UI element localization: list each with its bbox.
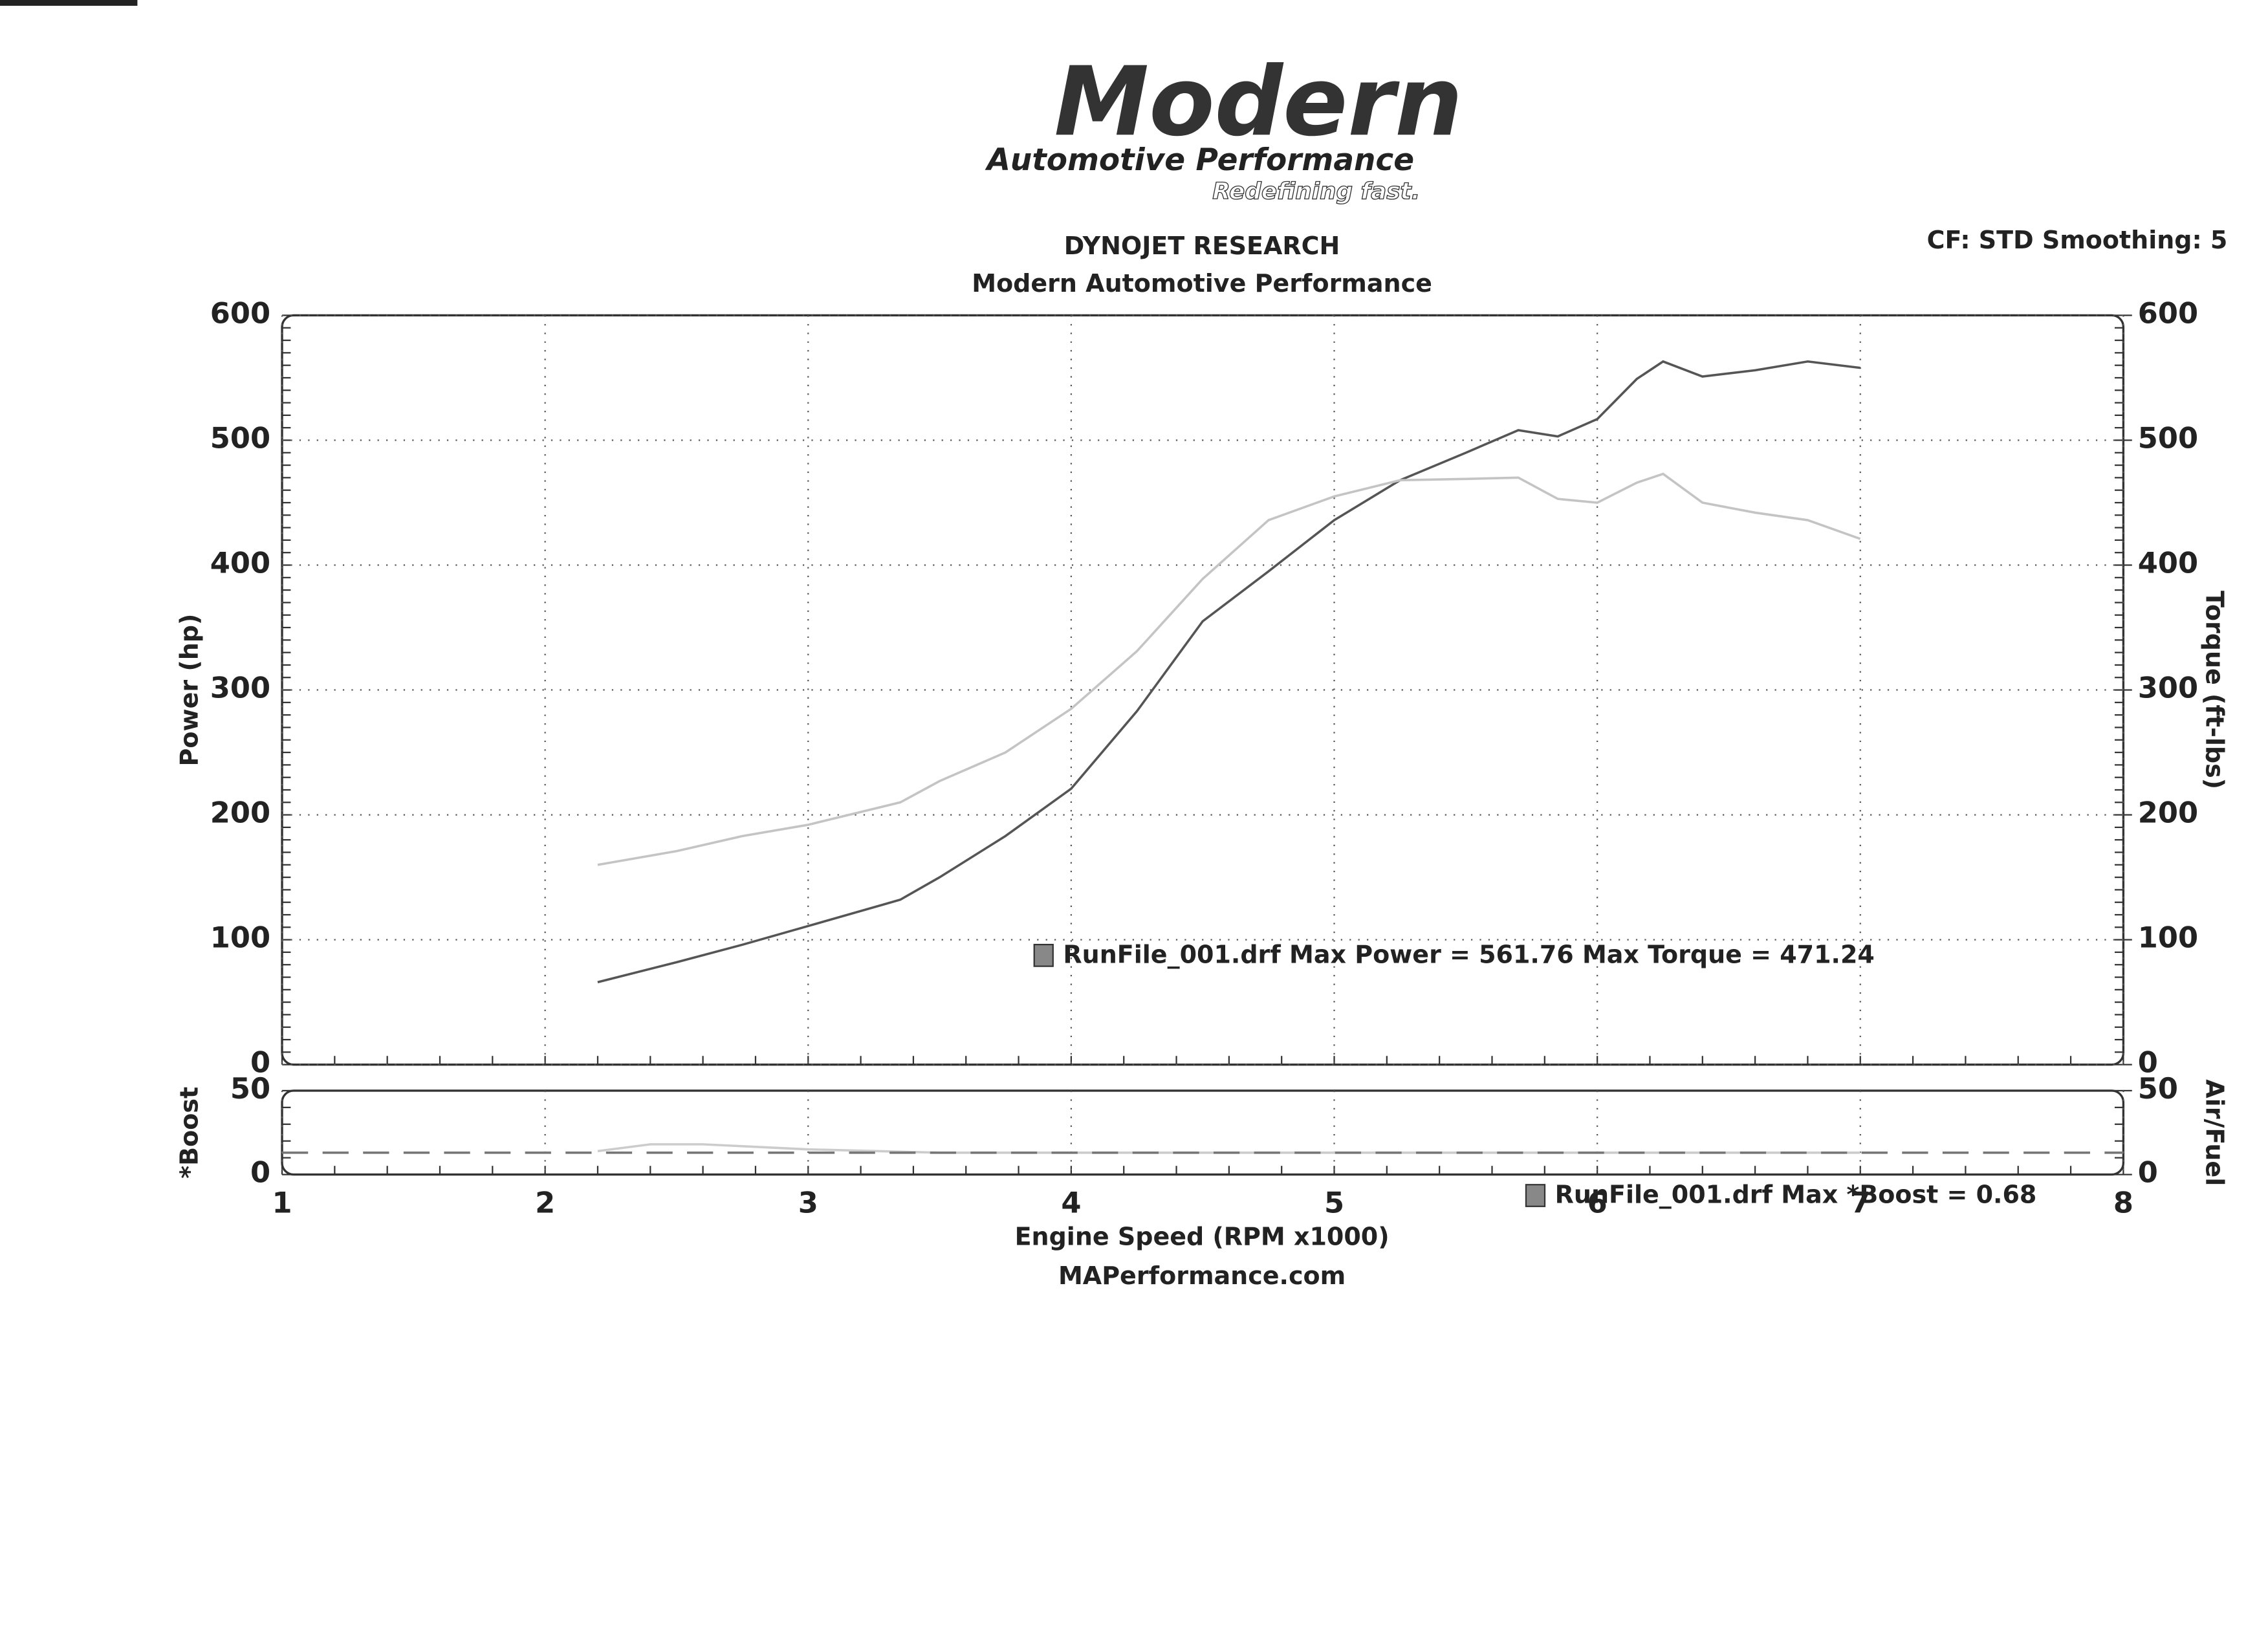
x-tick-label: 6 bbox=[1587, 1186, 1608, 1220]
y2-tick-label: 0 bbox=[2138, 1155, 2158, 1190]
series-line bbox=[597, 472, 1861, 866]
x-axis-label: Engine Speed (RPM x1000) bbox=[1015, 1222, 1390, 1250]
x-tick-label: 4 bbox=[1061, 1186, 1081, 1220]
chart-subtitle: Modern Automotive Performance bbox=[972, 269, 1432, 298]
y-tick-label: 600 bbox=[210, 296, 270, 330]
y-tick-label: 200 bbox=[210, 796, 270, 830]
plot-frame bbox=[281, 1089, 2125, 1176]
footer: MAPerformance.com bbox=[1058, 1261, 1346, 1290]
y2-tick-label: 300 bbox=[2138, 671, 2198, 705]
settings: CF: STD Smoothing: 5 bbox=[1927, 226, 2228, 254]
x-tick-label: 7 bbox=[1850, 1186, 1870, 1220]
series-line bbox=[597, 360, 1860, 983]
logo-tagline: Redefining fast. bbox=[1212, 178, 1420, 204]
y2-tick-label: 200 bbox=[2138, 796, 2198, 830]
y-tick-label: 0 bbox=[250, 1155, 270, 1190]
x-tick-label: 2 bbox=[535, 1186, 555, 1220]
logo-name: Modern bbox=[1054, 46, 1463, 157]
y-axis-label: Power (hp) bbox=[175, 614, 204, 767]
y2-tick-label: 50 bbox=[2138, 1071, 2178, 1106]
logo: Modern Automotive Performance Redefining… bbox=[985, 46, 1463, 205]
logo-line: Automotive Performance bbox=[985, 142, 1414, 178]
y2-tick-label: 0 bbox=[2138, 1045, 2158, 1080]
y-axis-label: *Boost bbox=[175, 1087, 204, 1179]
legend-swatch bbox=[1033, 943, 1054, 967]
x-tick-label: 5 bbox=[1324, 1186, 1344, 1220]
series-line bbox=[597, 1143, 1860, 1154]
y-tick-label: 400 bbox=[210, 546, 270, 580]
annotation: RunFile_001.drf Max Power = 561.76 Max T… bbox=[1063, 940, 1874, 968]
x-tick-label: 1 bbox=[272, 1186, 292, 1220]
y2-axis-label: Air/Fuel bbox=[2201, 1079, 2229, 1186]
y-tick-label: 300 bbox=[210, 671, 270, 705]
y2-tick-label: 600 bbox=[2138, 296, 2198, 330]
y-tick-label: 500 bbox=[210, 420, 270, 455]
y2-tick-label: 500 bbox=[2138, 420, 2198, 455]
annotation: RunFile_001.drf Max *Boost = 0.68 bbox=[1555, 1181, 2037, 1209]
y-tick-label: 0 bbox=[250, 1045, 270, 1080]
x-tick-label: 3 bbox=[798, 1186, 818, 1220]
y2-tick-label: 100 bbox=[2138, 921, 2198, 955]
x-tick-label: 8 bbox=[2113, 1186, 2133, 1220]
y2-tick-label: 400 bbox=[2138, 546, 2198, 580]
legend-swatch bbox=[1525, 1184, 1546, 1207]
y-tick-label: 50 bbox=[230, 1071, 270, 1106]
y2-axis-label: Torque (ft-lbs) bbox=[2201, 591, 2229, 789]
chart-title: DYNOJET RESEARCH bbox=[1064, 232, 1340, 260]
scan-edge bbox=[0, 0, 138, 6]
y-tick-label: 100 bbox=[210, 921, 270, 955]
